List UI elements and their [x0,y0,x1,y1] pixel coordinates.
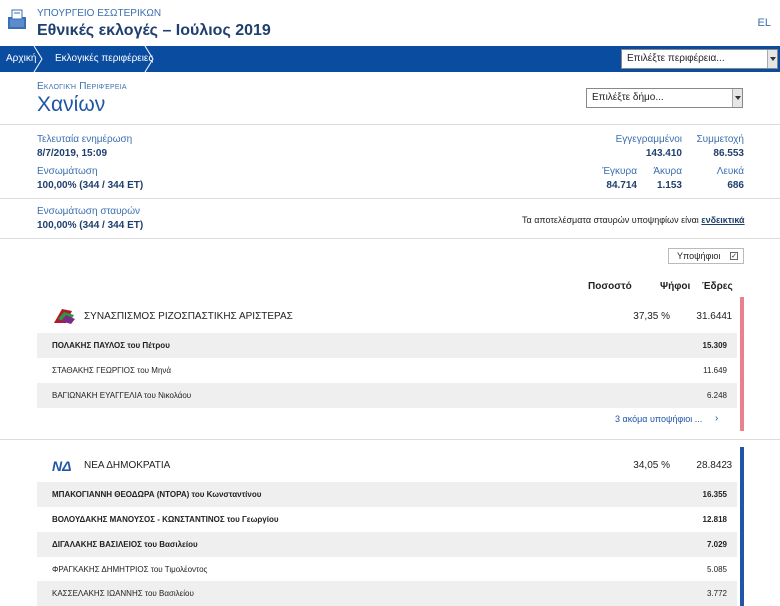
candidate-row: ΚΑΣΣΕΛΑΚΗΣ ΙΩΑΝΝΗΣ του Βασιλείου 3.772 [37,581,737,606]
turnout-value: 86.553 [713,148,744,159]
party-votes: 31.644 [696,311,727,322]
valid-label: Έγκυρα [602,166,637,177]
ballot-box-icon [8,9,26,29]
municipality-select-value: Επιλέξτε δήμο... [592,92,664,103]
party-name: ΣΥΝΑΣΠΙΣΜΟΣ ΡΙΖΟΣΠΑΣΤΙΚΗΣ ΑΡΙΣΤΕΡΑΣ [84,311,293,322]
candidate-name: ΒΟΛΟΥΔΑΚΗΣ ΜΑΝΟΥΣΟΣ - ΚΩΝΣΤΑΝΤΙΝΟΣ του Γ… [52,515,279,524]
party-row[interactable]: ΝΔ ΝΕΑ ΔΗΜΟΚΡΑΤΙΑ 34,05 % 28.842 3 [37,448,737,482]
candidate-row: ΔΙΓΑΛΑΚΗΣ ΒΑΣΙΛΕΙΟΣ του Βασιλείου 7.029 [37,532,737,557]
breadcrumb-regions[interactable]: Εκλογικές περιφέρειες [55,53,154,64]
divider [0,198,780,199]
last-update-label: Τελευταία ενημέρωση [37,134,133,145]
ministry-name: ΥΠΟΥΡΓΕΙΟ ΕΣΩΤΕΡΙΚΩΝ [37,8,162,19]
column-header-percent: Ποσοστό [588,281,632,292]
candidate-votes: 5.085 [706,565,727,574]
region-name: Χανίων [37,93,106,116]
region-label: Εκλογική Περιφέρεια [37,81,127,92]
candidate-votes: 15.309 [702,341,727,350]
candidate-votes: 7.029 [706,540,727,549]
party-seats: 1 [726,311,732,322]
region-select-value: Επιλέξτε περιφέρεια... [627,53,725,64]
candidate-row: ΜΠΑΚΟΓΙΑΝΝΗ ΘΕΟΔΩΡΑ (ΝΤΟΡΑ) του Κωνσταντ… [37,482,737,507]
last-update-value: 8/7/2019, 15:09 [37,148,108,159]
chevron-down-icon [732,89,742,107]
valid-value: 84.714 [606,180,637,191]
chevron-down-icon [767,50,777,68]
candidate-name: ΜΠΑΚΟΓΙΑΝΝΗ ΘΕΟΔΩΡΑ (ΝΤΟΡΑ) του Κωνσταντ… [52,490,262,499]
candidate-votes: 16.355 [702,490,727,499]
invalid-value: 1.153 [656,180,682,191]
candidates-toggle-label: Υποψήφιοι [677,251,721,261]
party-color-bar [740,297,744,431]
integration-value: 100,00% (344 / 344 ΕΤ) [37,180,144,191]
party-percent: 37,35 % [633,311,670,322]
breadcrumb-separator-icon [33,46,43,72]
candidates-note-text: Τα αποτελέσματα σταυρών υποψηφίων είναι [522,215,702,225]
site-header: ΥΠΟΥΡΓΕΙΟ ΕΣΩΤΕΡΙΚΩΝ Εθνικές εκλογές – Ι… [0,0,780,46]
municipality-select[interactable]: Επιλέξτε δήμο... [586,88,743,108]
column-header-seats: Έδρες [702,281,733,292]
more-candidates-link[interactable]: 3 ακόμα υποψήφιοι ... [615,414,703,424]
candidate-row: ΒΑΓΙΩΝΑΚΗ ΕΥΑΓΓΕΛΙΑ του Νικολάου 6.248 [37,383,737,408]
cross-integration-value: 100,00% (344 / 344 ΕΤ) [37,220,144,231]
divider [0,238,780,239]
chevron-right-icon[interactable]: › [715,413,719,424]
turnout-label: Συμμετοχή [696,134,744,145]
breadcrumb-home[interactable]: Αρχική [6,53,37,64]
divider [0,439,780,440]
language-switch[interactable]: EL [757,17,771,29]
candidates-note-link[interactable]: ενδεικτικά [701,215,745,225]
candidates-toggle[interactable]: Υποψήφιοι ✓ [668,248,744,264]
party-votes: 28.842 [696,460,727,471]
blank-value: 686 [727,180,744,191]
syriza-logo-icon [54,309,75,324]
candidate-name: ΣΤΑΘΑΚΗΣ ΓΕΩΡΓΙΟΣ του Μηνά [52,366,172,375]
party-percent: 34,05 % [633,460,670,471]
blank-label: Λευκά [716,166,744,177]
candidate-name: ΔΙΓΑΛΑΚΗΣ ΒΑΣΙΛΕΙΟΣ του Βασιλείου [52,540,198,549]
candidate-row: ΦΡΑΓΚΑΚΗΣ ΔΗΜΗΤΡΙΟΣ του Τιμολέοντος 5.08… [37,557,737,582]
candidate-votes: 11.649 [703,366,727,375]
candidate-name: ΚΑΣΣΕΛΑΚΗΣ ΙΩΑΝΝΗΣ του Βασιλείου [52,589,194,598]
cross-integration-label: Ενσωμάτωση σταυρών [37,206,141,217]
candidate-votes: 6.248 [706,391,727,400]
svg-text:ΝΔ: ΝΔ [52,458,72,474]
registered-label: Εγγεγραμμένοι [615,134,682,145]
candidate-row: ΠΟΛΑΚΗΣ ΠΑΥΛΟΣ του Πέτρου 15.309 [37,333,737,358]
nd-logo-icon: ΝΔ [52,458,72,474]
integration-label: Ενσωμάτωση [37,166,98,177]
region-select[interactable]: Επιλέξτε περιφέρεια... [621,49,778,69]
column-header-votes: Ψήφοι [660,281,691,292]
divider [0,124,780,125]
checkbox-checked-icon: ✓ [730,252,738,260]
candidates-note: Τα αποτελέσματα σταυρών υποψηφίων είναι … [522,215,745,225]
candidate-row: ΣΤΑΘΑΚΗΣ ΓΕΩΡΓΙΟΣ του Μηνά 11.649 [37,358,737,383]
breadcrumb-separator-icon [144,46,154,72]
party-color-bar [740,447,744,606]
invalid-label: Άκυρα [653,166,682,177]
candidate-row: ΒΟΛΟΥΔΑΚΗΣ ΜΑΝΟΥΣΟΣ - ΚΩΝΣΤΑΝΤΙΝΟΣ του Γ… [37,507,737,532]
page-title: Εθνικές εκλογές – Ιούλιος 2019 [37,22,271,39]
candidate-votes: 12.818 [702,515,727,524]
registered-value: 143.410 [645,148,682,159]
party-name: ΝΕΑ ΔΗΜΟΚΡΑΤΙΑ [84,460,171,471]
candidate-name: ΒΑΓΙΩΝΑΚΗ ΕΥΑΓΓΕΛΙΑ του Νικολάου [52,391,192,400]
candidate-name: ΦΡΑΓΚΑΚΗΣ ΔΗΜΗΤΡΙΟΣ του Τιμολέοντος [52,565,208,574]
party-row[interactable]: ΣΥΝΑΣΠΙΣΜΟΣ ΡΙΖΟΣΠΑΣΤΙΚΗΣ ΑΡΙΣΤΕΡΑΣ 37,3… [37,299,737,333]
candidate-name: ΠΟΛΑΚΗΣ ΠΑΥΛΟΣ του Πέτρου [52,341,170,350]
party-seats: 3 [726,460,732,471]
candidate-votes: 3.772 [706,589,727,598]
